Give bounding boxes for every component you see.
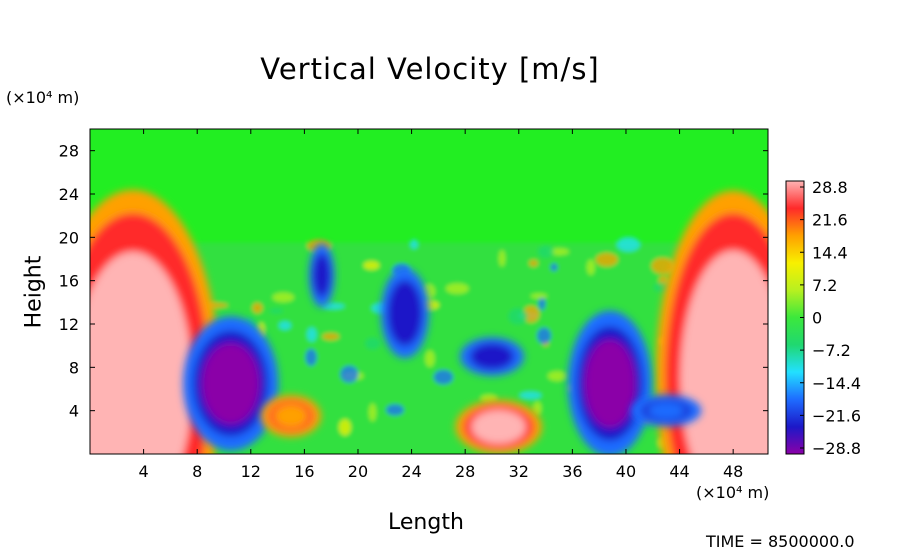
colorbar-tick-label: −7.2 (812, 341, 851, 360)
field-texture-blob (305, 348, 317, 366)
y-tick-label: 4 (69, 402, 79, 421)
field-texture-blob (550, 263, 558, 272)
x-tick-label: 4 (139, 462, 149, 481)
field-texture-blob (322, 303, 345, 310)
y-tick-label: 8 (69, 358, 79, 377)
field-texture-blob (586, 259, 595, 276)
field-texture-blob (365, 337, 381, 350)
feature-core (90, 251, 193, 454)
feature-downdraft (183, 316, 279, 451)
feature-core (201, 342, 260, 425)
field-texture-blob (530, 293, 548, 299)
field-texture-blob (536, 327, 551, 344)
field-texture-blob (272, 292, 295, 303)
y-tick-label: 16 (59, 272, 79, 291)
x-tick-label: 12 (241, 462, 261, 481)
feature-updraft (455, 399, 542, 454)
feature-core (391, 287, 419, 339)
field-texture-blob (338, 419, 352, 436)
x-tick-label: 40 (616, 462, 636, 481)
x-tick-label: 32 (509, 462, 529, 481)
feature-core (474, 346, 509, 367)
colorbar-tick-label: −21.6 (812, 406, 861, 425)
x-tick-label: 24 (401, 462, 421, 481)
x-tick-label: 8 (192, 462, 202, 481)
field-texture-blob (508, 308, 528, 325)
y-axis-unit: (×10⁴ m) (6, 88, 80, 107)
y-tick-label: 28 (59, 142, 79, 161)
field-texture-blob (368, 403, 377, 422)
feature-layer (90, 189, 768, 454)
colorbar-tick-label: 0 (812, 309, 822, 328)
colorbar-tick-label: 14.4 (812, 243, 848, 262)
feature-downdraft (459, 337, 524, 376)
x-axis-unit: (×10⁴ m) (696, 483, 770, 502)
field-texture-blob (519, 391, 542, 400)
field-texture-blob (433, 369, 454, 385)
y-tick-label: 20 (59, 228, 79, 247)
field-texture-blob (445, 283, 469, 294)
chart-title: Vertical Velocity [m/s] (260, 52, 600, 86)
field-texture-blob (322, 332, 340, 341)
field-texture-blob (269, 308, 284, 314)
feature-updraft (260, 395, 321, 438)
field-texture-blob (386, 404, 404, 416)
feature-updraft (655, 190, 768, 454)
field-texture-blob (410, 239, 418, 249)
feature-core (647, 402, 685, 420)
x-tick-label: 16 (294, 462, 314, 481)
y-tick-label: 24 (59, 185, 79, 204)
field-texture-blob (340, 365, 359, 383)
x-tick-label: 20 (348, 462, 368, 481)
x-tick-label: 44 (669, 462, 689, 481)
field-texture-blob (480, 394, 497, 402)
colorbar-tick-label: 21.6 (812, 211, 848, 230)
field-texture-blob (533, 401, 542, 415)
field-texture-blob (616, 236, 640, 252)
field-texture-blob (425, 350, 435, 368)
feature-downdraft (567, 310, 652, 454)
feature-downdraft (380, 268, 429, 359)
field-texture-blob (528, 259, 539, 267)
feature-updraft (90, 189, 221, 454)
feature-core (273, 404, 308, 428)
colorbar-tick-label: −28.8 (812, 439, 861, 458)
field-texture-blob (538, 296, 546, 311)
field-texture-blob (363, 260, 380, 270)
x-axis-label: Length (388, 510, 464, 535)
field-texture-blob (548, 248, 570, 256)
y-axis: 4 8 12 16 20 24 28 (59, 142, 768, 421)
velocity-field (90, 129, 768, 454)
x-axis: 4 8 12 16 20 24 28 32 36 40 44 48 (139, 129, 743, 481)
x-tick-label: 36 (562, 462, 582, 481)
field-texture-blob (537, 245, 554, 258)
field-texture-blob (278, 321, 292, 330)
field-texture-blob (252, 302, 263, 314)
field-texture-blob (306, 327, 317, 342)
colorbar-tick-label: 7.2 (812, 276, 837, 295)
x-tick-label: 28 (455, 462, 475, 481)
x-tick-label: 48 (723, 462, 743, 481)
feature-downdraft (630, 394, 702, 427)
feature-core (584, 339, 636, 428)
feature-core (680, 250, 768, 454)
field-texture-blob (651, 257, 674, 275)
field-texture-blob (498, 250, 506, 267)
feature-core (471, 409, 526, 444)
field-texture-blob (595, 252, 618, 267)
y-tick-label: 12 (59, 315, 79, 334)
feature-downdraft (309, 243, 335, 308)
colorbar: 28.8 21.6 14.4 7.2 0 −7.2 −14.4 −21.6 −28.8 (785, 178, 861, 458)
colorbar-tick-label: −14.4 (812, 374, 861, 393)
field-texture-blob (547, 371, 567, 381)
feature-core (315, 258, 329, 293)
colorbar-tick-label: 28.8 (812, 178, 848, 197)
plot-frame (89, 128, 769, 455)
